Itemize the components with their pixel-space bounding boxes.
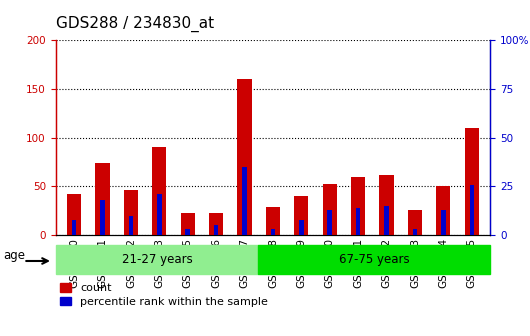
Bar (157, 194, 162, 235)
Bar (181, 213, 195, 235)
Bar (237, 79, 252, 235)
Bar (56, 245, 259, 274)
Bar (413, 229, 417, 235)
Bar (124, 191, 138, 235)
Bar (67, 194, 81, 235)
Bar (242, 167, 247, 235)
Bar (323, 183, 337, 235)
Text: 21-27 years: 21-27 years (122, 253, 192, 266)
Bar (271, 229, 275, 235)
Bar (441, 210, 446, 235)
Bar (209, 213, 223, 235)
Text: 67-75 years: 67-75 years (339, 253, 410, 266)
Bar (408, 210, 422, 235)
Bar (356, 208, 360, 235)
Bar (379, 175, 394, 235)
Text: age: age (3, 249, 25, 262)
Bar (294, 196, 308, 235)
Bar (186, 229, 190, 235)
Bar (328, 210, 332, 235)
Bar (266, 207, 280, 235)
Bar (72, 220, 76, 235)
Bar (470, 184, 474, 235)
Bar (129, 216, 133, 235)
Bar (214, 225, 218, 235)
Text: GDS288 / 234830_at: GDS288 / 234830_at (56, 16, 214, 32)
Bar (351, 177, 365, 235)
Bar (384, 206, 389, 235)
Legend: count, percentile rank within the sample: count, percentile rank within the sample (56, 279, 272, 311)
Bar (152, 146, 166, 235)
Bar (95, 163, 110, 235)
Bar (299, 220, 304, 235)
Bar (100, 200, 105, 235)
Bar (436, 186, 450, 235)
Bar (259, 245, 490, 274)
Bar (465, 128, 479, 235)
